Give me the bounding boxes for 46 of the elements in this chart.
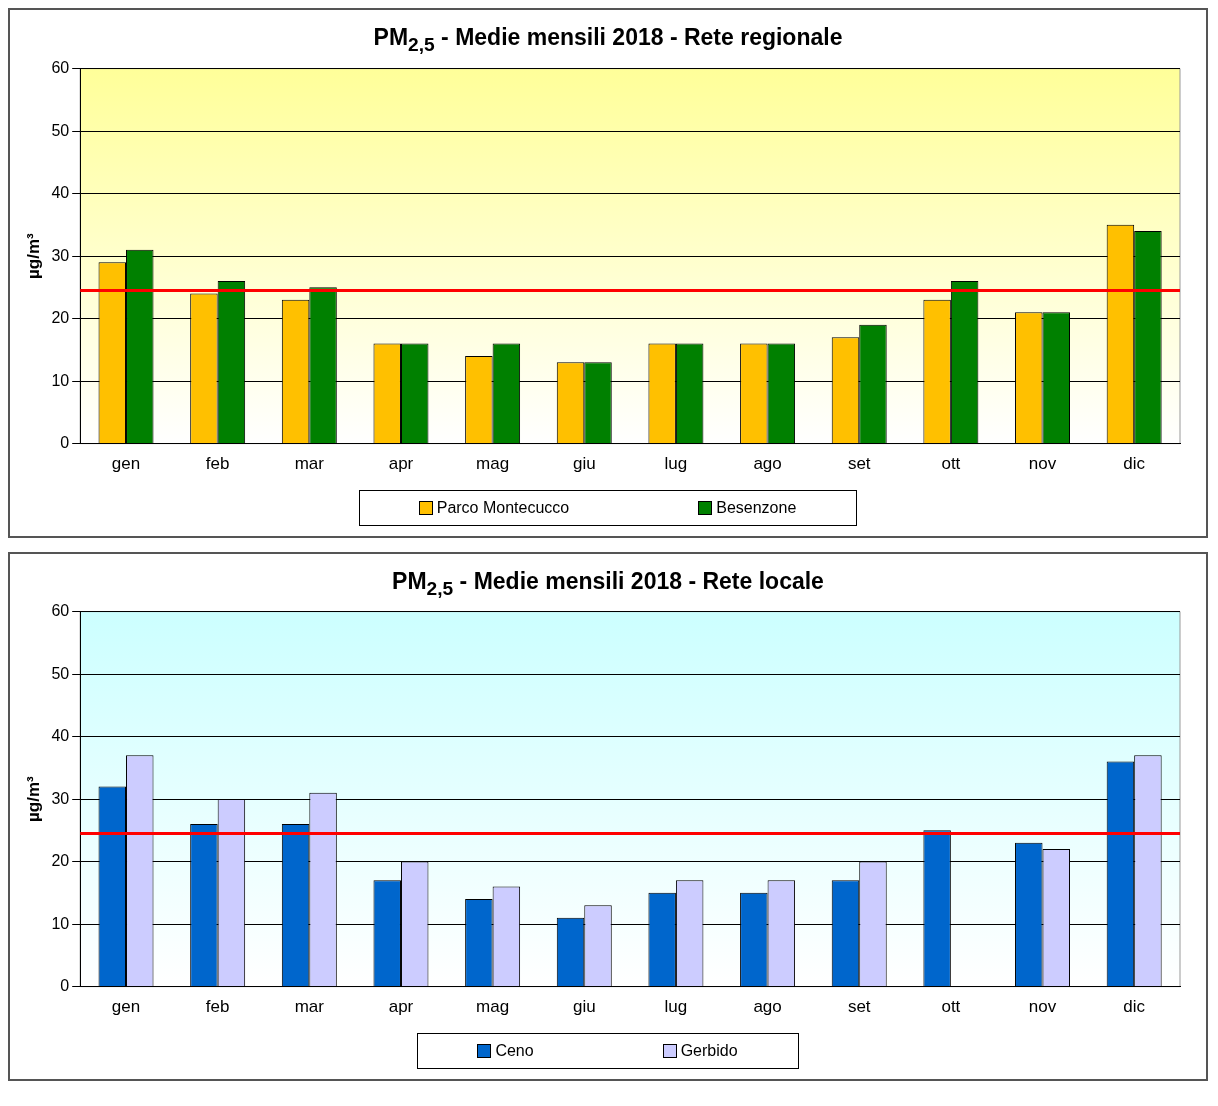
x-tick-label: giu bbox=[572, 997, 596, 1017]
x-tick-label: lug bbox=[664, 454, 688, 474]
legend-label: Besenzone bbox=[716, 498, 797, 517]
x-tick-label: dic bbox=[1123, 997, 1146, 1017]
x-tick-label: dic bbox=[1123, 454, 1146, 474]
y-tick-label: 60 bbox=[51, 602, 70, 620]
x-tick-label: ago bbox=[753, 997, 782, 1017]
y-tick-label: 40 bbox=[51, 183, 70, 201]
x-tick-label: mag bbox=[476, 454, 510, 474]
y-tick-label: 10 bbox=[51, 371, 70, 389]
legend-label: Ceno bbox=[495, 1042, 534, 1061]
y-tick-label: 50 bbox=[51, 121, 70, 139]
x-tick-label: ott bbox=[941, 454, 961, 474]
x-tick-label: set bbox=[847, 997, 871, 1017]
x-tick-label: nov bbox=[1028, 454, 1057, 474]
y-tick-label: 50 bbox=[51, 664, 70, 682]
x-tick-label: gen bbox=[111, 997, 141, 1017]
x-tick-label: gen bbox=[111, 454, 141, 474]
x-tick-label: nov bbox=[1028, 997, 1057, 1017]
x-tick-label: giu bbox=[572, 454, 596, 474]
y-tick-label: 0 bbox=[60, 433, 70, 451]
y-tick-label: 20 bbox=[51, 308, 70, 326]
y-tick-label: 10 bbox=[51, 914, 70, 932]
x-tick-label: mar bbox=[294, 997, 325, 1017]
x-tick-label: set bbox=[847, 454, 871, 474]
x-tick-label: feb bbox=[205, 997, 230, 1017]
x-tick-label: apr bbox=[388, 997, 414, 1017]
chart-title: PM$_{2,5}$ - Medie mensili 2018 - Rete regionale bbox=[372, 23, 844, 56]
x-tick-label: feb bbox=[205, 454, 230, 474]
y-axis-title: µg/m³ bbox=[23, 776, 43, 823]
legend-label: Parco Montecucco bbox=[436, 498, 570, 517]
x-tick-label: ott bbox=[941, 997, 961, 1017]
x-tick-label: ago bbox=[753, 454, 782, 474]
x-tick-label: mar bbox=[294, 454, 325, 474]
y-tick-label: 0 bbox=[60, 977, 70, 995]
y-tick-label: 30 bbox=[51, 246, 70, 264]
y-axis-title: µg/m³ bbox=[23, 232, 43, 279]
y-tick-label: 40 bbox=[51, 727, 70, 745]
y-tick-label: 20 bbox=[51, 852, 70, 870]
legend-label: Gerbido bbox=[680, 1042, 738, 1061]
y-tick-label: 60 bbox=[51, 58, 70, 76]
x-tick-label: lug bbox=[664, 997, 688, 1017]
x-tick-label: apr bbox=[388, 454, 414, 474]
x-tick-label: mag bbox=[476, 997, 510, 1017]
y-tick-label: 30 bbox=[51, 789, 70, 807]
chart-title: PM$_{2,5}$ - Medie mensili 2018 - Rete locale bbox=[391, 566, 825, 600]
